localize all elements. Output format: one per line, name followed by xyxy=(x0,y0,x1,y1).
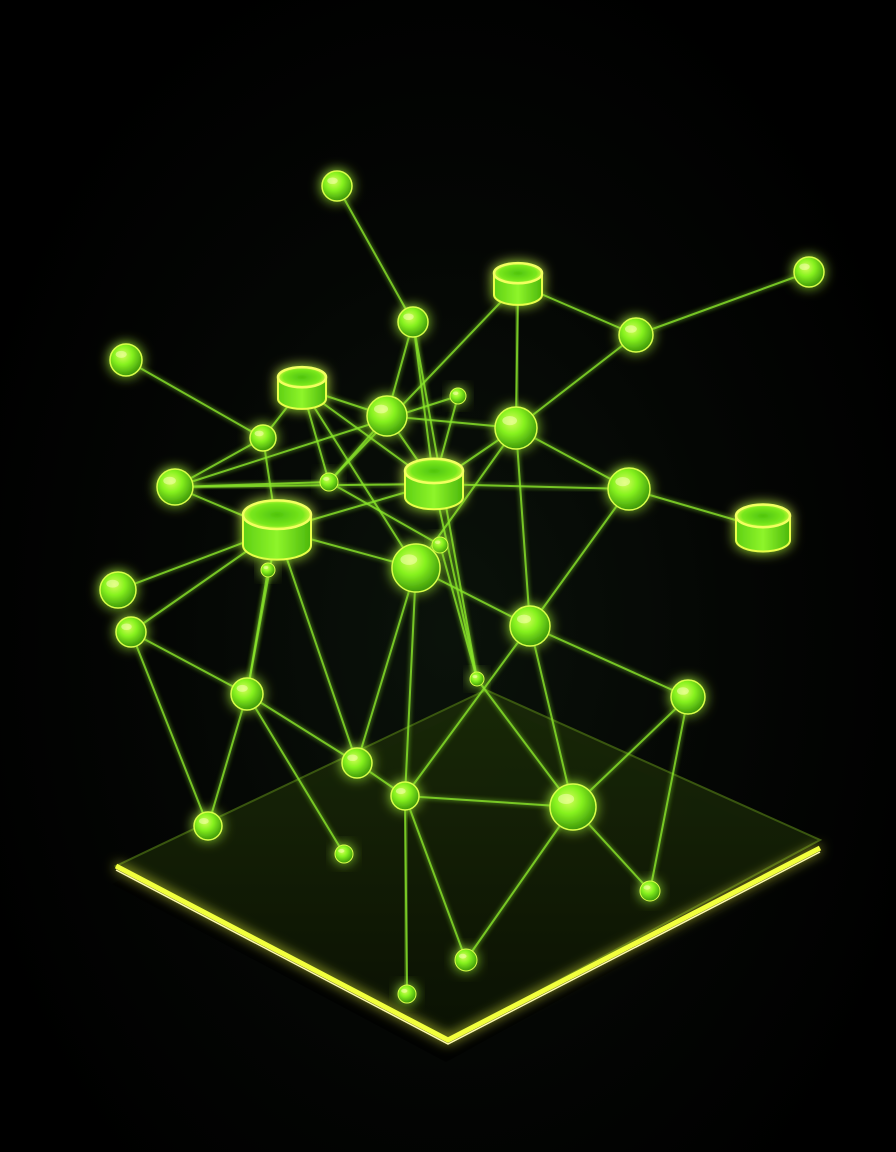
network-edge xyxy=(465,806,574,961)
sphere-node xyxy=(260,562,276,578)
network-edge xyxy=(572,696,689,808)
network-edge xyxy=(515,283,519,429)
platform-surface xyxy=(113,688,823,1042)
network-edge xyxy=(336,185,414,323)
sphere-node xyxy=(509,605,551,647)
glowing-platform xyxy=(112,688,823,1062)
network-edge xyxy=(476,678,574,808)
network-edge xyxy=(125,359,264,439)
cylinder-node xyxy=(403,457,465,511)
network-edge xyxy=(174,395,459,488)
cylinder-node xyxy=(492,261,544,306)
network-edge xyxy=(529,625,689,698)
network-edge xyxy=(529,488,630,627)
sphere-node xyxy=(230,677,264,711)
network-edge xyxy=(404,625,531,797)
network-edge xyxy=(412,321,435,485)
network-edge xyxy=(246,569,269,695)
cylinder-node xyxy=(734,503,792,553)
sphere-node xyxy=(391,543,441,593)
sphere-node xyxy=(793,256,825,288)
network-edge xyxy=(529,625,574,808)
network-edge xyxy=(433,483,630,490)
sphere-node xyxy=(366,395,408,437)
network-edge xyxy=(515,427,531,627)
network-edge xyxy=(276,529,358,764)
network-edge xyxy=(649,696,689,892)
sphere-node xyxy=(390,781,420,811)
network-edge xyxy=(301,387,417,569)
sphere-node xyxy=(670,679,706,715)
sphere-node xyxy=(334,844,354,864)
sphere-node xyxy=(618,317,654,353)
network-edge xyxy=(246,693,345,855)
platform-glow-edge xyxy=(114,845,822,1043)
sphere-node xyxy=(397,306,429,338)
network-edge xyxy=(246,693,358,764)
sphere-node xyxy=(454,948,478,972)
network-edge xyxy=(433,483,478,680)
network-edge xyxy=(404,795,574,808)
sphere-node xyxy=(156,468,194,506)
network-edge xyxy=(328,481,441,546)
network-edge xyxy=(515,334,637,429)
sphere-node xyxy=(341,747,373,779)
sphere-node xyxy=(109,343,143,377)
sphere-node xyxy=(319,472,339,492)
cylinder-node xyxy=(276,365,328,410)
sphere-node xyxy=(115,616,147,648)
sphere-node xyxy=(449,387,467,405)
sphere-node xyxy=(249,424,277,452)
sphere-node xyxy=(607,467,651,511)
network-edge xyxy=(404,795,408,995)
network-edge xyxy=(635,271,810,336)
network-edge xyxy=(356,567,417,764)
cylinder-node xyxy=(241,499,313,561)
network-edge xyxy=(404,795,467,961)
network-edge xyxy=(439,544,478,680)
sphere-node xyxy=(549,783,597,831)
sphere-node xyxy=(99,571,137,609)
sphere-node xyxy=(431,536,449,554)
sphere-node xyxy=(469,671,485,687)
sphere-node xyxy=(193,811,223,841)
network-edge xyxy=(328,283,519,483)
network-edge xyxy=(130,631,209,827)
sphere-node xyxy=(397,984,417,1004)
network-nodes xyxy=(99,170,825,1004)
network-edge xyxy=(130,631,248,695)
platform-edge-highlight xyxy=(115,851,821,1045)
network-edge xyxy=(174,481,330,488)
sphere-node xyxy=(639,880,661,902)
network-edge xyxy=(207,693,248,827)
network-edges xyxy=(117,185,810,995)
sphere-node xyxy=(321,170,353,202)
network-edge xyxy=(404,567,417,797)
sphere-node xyxy=(494,406,538,450)
